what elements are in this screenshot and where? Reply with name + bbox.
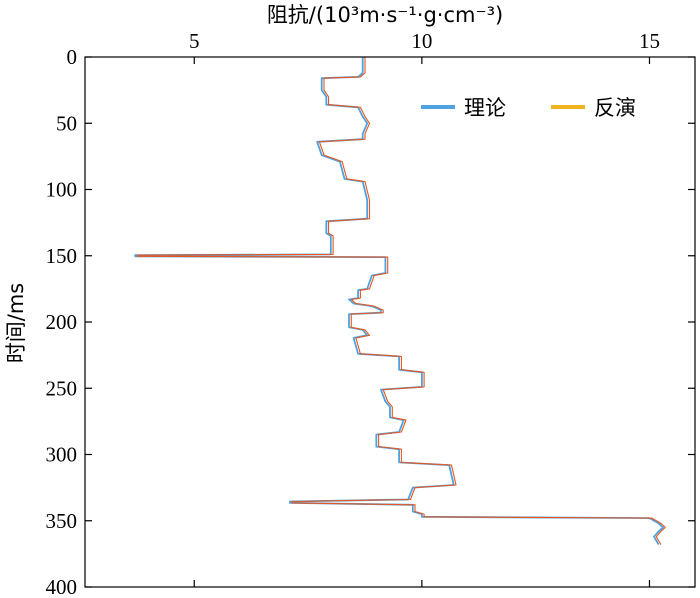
y-tick-label: 150 <box>46 244 78 268</box>
x-tick-label: 10 <box>411 29 432 53</box>
x-axis-ticks: 5 10 15 <box>189 29 660 587</box>
plot-frame <box>84 56 696 588</box>
y-tick-label: 0 <box>67 45 78 69</box>
series-layer <box>134 57 666 546</box>
y-axis-title: 时间/ms <box>4 283 28 363</box>
y-tick-label: 50 <box>56 111 77 135</box>
x-tick-label: 15 <box>639 29 660 53</box>
legend-label-inversion: 反演 <box>594 96 636 120</box>
y-tick-label: 200 <box>46 310 78 334</box>
legend: 理论 反演 <box>421 96 636 120</box>
y-tick-label: 300 <box>46 443 78 467</box>
y-tick-label: 400 <box>46 575 78 598</box>
x-axis-title: 阻抗/(10³m·s⁻¹·g·cm⁻³) <box>267 3 503 27</box>
series-line-inversion <box>136 57 666 545</box>
y-tick-label: 350 <box>46 509 78 533</box>
series-line-theory <box>134 57 664 546</box>
y-tick-label: 100 <box>46 178 78 202</box>
y-axis-ticks: 0 50 100 150 200 250 300 350 400 <box>46 45 695 598</box>
x-tick-label: 5 <box>189 29 200 53</box>
y-tick-label: 250 <box>46 376 78 400</box>
legend-label-theory: 理论 <box>464 96 506 120</box>
